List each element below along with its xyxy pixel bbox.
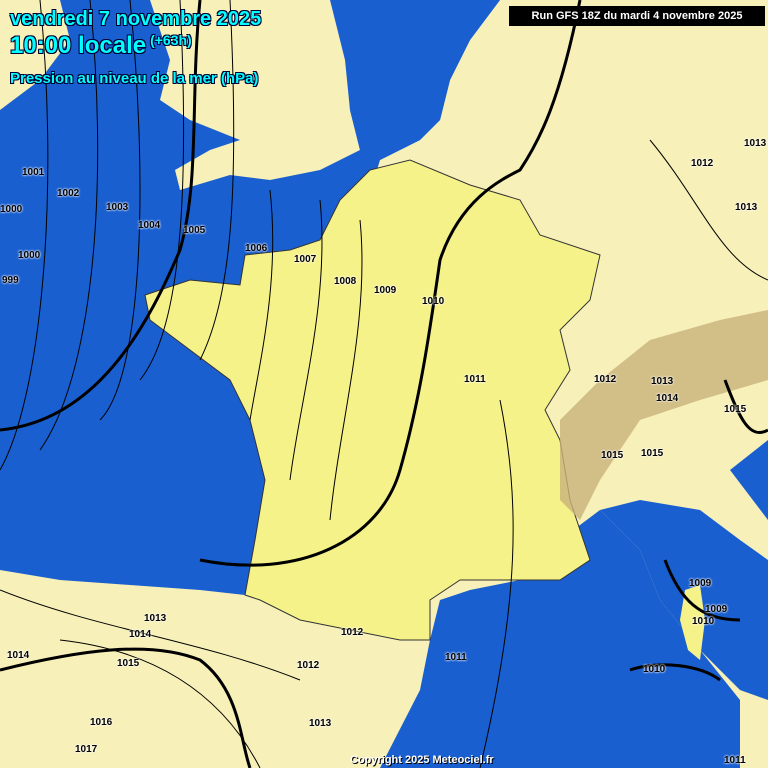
- parameter-title: Pression au niveau de la mer (hPa): [10, 70, 259, 87]
- isobar-label: 1012: [594, 374, 617, 385]
- isobar-bold-1010: [199, 0, 582, 567]
- isobar-label: 999: [2, 275, 19, 286]
- isobar-label: 1009: [705, 604, 728, 615]
- isobar-label: 1013: [651, 376, 674, 387]
- isobar-label: 1014: [7, 650, 30, 661]
- isobar-label: 1012: [297, 660, 320, 671]
- sea-adriatic: [730, 440, 768, 520]
- land-france: [144, 159, 601, 641]
- isobar-label: 1000: [18, 250, 41, 261]
- isobar-label: 1013: [144, 613, 167, 624]
- model-run-banner: Run GFS 18Z du mardi 4 novembre 2025: [509, 6, 765, 26]
- forecast-time: 10:00 locale (+63h): [10, 32, 192, 60]
- land-ireland: [0, 0, 70, 110]
- isobar-label: 1010: [422, 296, 445, 307]
- land-uk: [150, 0, 360, 190]
- isobar-label: 1004: [138, 220, 161, 231]
- isobar-label: 1007: [294, 254, 317, 265]
- isobar-label: 1009: [374, 285, 397, 296]
- isobar-label: 1013: [744, 138, 767, 149]
- isobar-label: 1000: [0, 204, 23, 215]
- isobar-label: 1009: [689, 578, 712, 589]
- isobar-label: 1015: [641, 448, 664, 459]
- isobar-label: 1011: [464, 374, 486, 385]
- isobar-label: 1012: [341, 627, 364, 638]
- isobar-label: 1010: [692, 616, 715, 627]
- isobar-bold-1015: [0, 647, 252, 768]
- isobar-label: 1003: [106, 202, 129, 213]
- isobar-label: 1008: [334, 276, 357, 287]
- isobar-label: 1013: [309, 718, 332, 729]
- land-corsica: [680, 585, 705, 660]
- sea-north: [345, 0, 500, 160]
- copyright: Copyright 2025 Meteociel.fr: [350, 754, 494, 766]
- isobar-label: 1011: [724, 755, 746, 766]
- isobar-label: 1015: [601, 450, 624, 461]
- forecast-date: vendredi 7 novembre 2025: [10, 8, 262, 30]
- isobar-label: 1005: [183, 225, 206, 236]
- isobar-label: 1002: [57, 188, 80, 199]
- local-time: 10:00 locale: [10, 32, 147, 59]
- isobar-label: 1006: [245, 243, 268, 254]
- isobar-label: 1014: [129, 629, 152, 640]
- lead-time: (+63h): [150, 32, 192, 48]
- isobar-label: 1014: [656, 393, 679, 404]
- isobar-label: 1015: [117, 658, 140, 669]
- relief-alps: [560, 310, 768, 520]
- isobar-label: 1017: [75, 744, 98, 755]
- isobar-label: 1011: [445, 652, 467, 663]
- isobar-label: 1010: [643, 664, 666, 675]
- isobar-label: 1012: [691, 158, 714, 169]
- isobar-label: 1015: [724, 404, 747, 415]
- isobar-bold-1005: [0, 0, 202, 432]
- isobar-label: 1013: [735, 202, 758, 213]
- isobar-label: 1016: [90, 717, 113, 728]
- isobar-label: 1001: [22, 167, 45, 178]
